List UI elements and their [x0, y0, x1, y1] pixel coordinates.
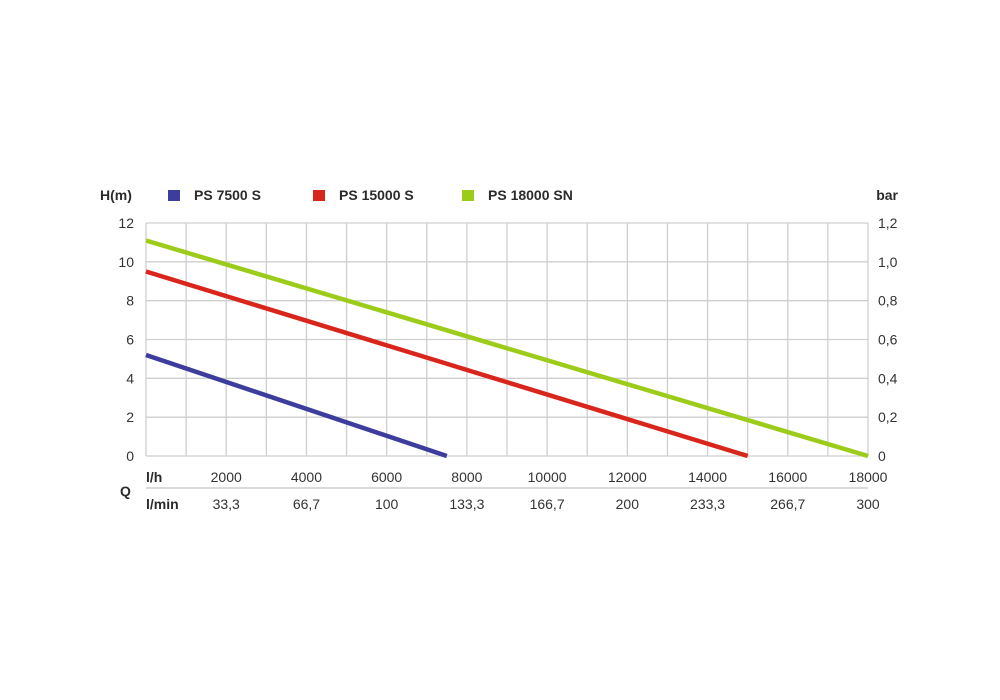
y-tick-left: 6	[126, 332, 134, 348]
x-tick-lh: 16000	[768, 469, 807, 485]
series-line-1	[145, 352, 448, 459]
x-tick-lh: 18000	[849, 469, 888, 485]
x-tick-lh: 8000	[451, 469, 482, 485]
legend-label: PS 15000 S	[339, 187, 414, 203]
x-tick-lh: 12000	[608, 469, 647, 485]
axis-ticks: 0 2 4 6 8 10 12 0 0,2 0,4 0,6 0,8 1,0 1,2 H(m) bar l/h l/…	[100, 187, 899, 512]
legend-label: PS 18000 SN	[488, 187, 573, 203]
x-tick-lmin: 133,3	[449, 496, 484, 512]
x-tick-lmin: 66,7	[293, 496, 320, 512]
series-line-3	[145, 238, 869, 459]
y-tick-left: 8	[126, 293, 134, 309]
y-tick-right: 0,4	[878, 370, 898, 386]
right-axis-label: bar	[876, 187, 898, 203]
x-tick-lh: 2000	[211, 469, 242, 485]
y-tick-left: 2	[126, 409, 134, 425]
legend-swatch	[168, 190, 180, 201]
legend: PS 7500 S PS 15000 S PS 18000 SN	[168, 187, 573, 203]
x-tick-lmin: 100	[375, 496, 399, 512]
x-tick-lmin: 300	[856, 496, 880, 512]
x-tick-lmin: 266,7	[770, 496, 805, 512]
x-label-q: Q	[120, 483, 131, 499]
x-label-lh: l/h	[146, 469, 162, 485]
y-tick-left: 10	[118, 254, 134, 270]
y-tick-right: 1,2	[878, 215, 898, 231]
x-tick-lh: 4000	[291, 469, 322, 485]
y-tick-right: 0,8	[878, 293, 898, 309]
x-tick-lh: 10000	[528, 469, 567, 485]
y-tick-left: 4	[126, 370, 134, 386]
y-tick-right: 1,0	[878, 254, 898, 270]
grid	[145, 222, 869, 489]
x-tick-lmin: 33,3	[213, 496, 240, 512]
y-tick-right: 0,6	[878, 332, 898, 348]
x-tick-lmin: 233,3	[690, 496, 725, 512]
series-lines	[145, 238, 869, 459]
y-tick-left: 12	[118, 215, 134, 231]
legend-swatch	[313, 190, 325, 201]
legend-swatch	[462, 190, 474, 201]
left-axis-label: H(m)	[100, 187, 132, 203]
x-tick-lmin: 200	[616, 496, 640, 512]
y-tick-left: 0	[126, 448, 134, 464]
x-label-lmin: l/min	[146, 496, 179, 512]
x-tick-lh: 14000	[688, 469, 727, 485]
series-line-2	[145, 269, 749, 459]
y-tick-right: 0	[878, 448, 886, 464]
y-tick-right: 0,2	[878, 409, 898, 425]
x-tick-lmin: 166,7	[530, 496, 565, 512]
legend-label: PS 7500 S	[194, 187, 261, 203]
x-tick-lh: 6000	[371, 469, 402, 485]
